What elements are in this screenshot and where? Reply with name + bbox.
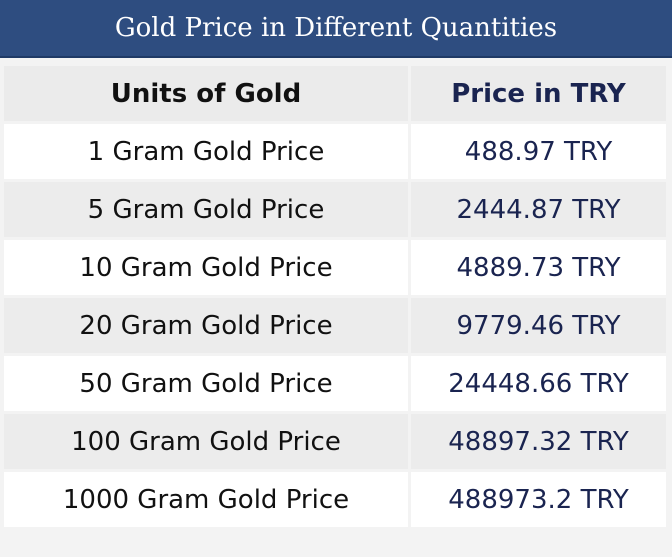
units-cell: 1000 Gram Gold Price [4, 472, 408, 527]
units-cell: 20 Gram Gold Price [4, 298, 408, 353]
table-row: 10 Gram Gold Price 4889.73 TRY [4, 240, 670, 295]
table-row: 5 Gram Gold Price 2444.87 TRY [4, 182, 670, 237]
price-cell: 488.97 TRY [411, 124, 666, 179]
units-cell: 100 Gram Gold Price [4, 414, 408, 469]
table-row: 50 Gram Gold Price 24448.66 TRY [4, 356, 670, 411]
units-cell: 50 Gram Gold Price [4, 356, 408, 411]
price-cell: 24448.66 TRY [411, 356, 666, 411]
table-row: 1000 Gram Gold Price 488973.2 TRY [4, 472, 670, 527]
table-row: 100 Gram Gold Price 48897.32 TRY [4, 414, 670, 469]
price-cell: 4889.73 TRY [411, 240, 666, 295]
table-title: Gold Price in Different Quantities [0, 0, 672, 58]
price-cell: 488973.2 TRY [411, 472, 666, 527]
header-price-in-try: Price in TRY [411, 66, 666, 121]
table-header-row: Units of Gold Price in TRY [4, 66, 670, 121]
price-cell: 2444.87 TRY [411, 182, 666, 237]
units-cell: 5 Gram Gold Price [4, 182, 408, 237]
price-cell: 9779.46 TRY [411, 298, 666, 353]
table-row: 1 Gram Gold Price 488.97 TRY [4, 124, 670, 179]
units-cell: 1 Gram Gold Price [4, 124, 408, 179]
gold-price-table: Units of Gold Price in TRY 1 Gram Gold P… [4, 66, 670, 530]
header-units-of-gold: Units of Gold [4, 66, 408, 121]
units-cell: 10 Gram Gold Price [4, 240, 408, 295]
price-cell: 48897.32 TRY [411, 414, 666, 469]
table-row: 20 Gram Gold Price 9779.46 TRY [4, 298, 670, 353]
